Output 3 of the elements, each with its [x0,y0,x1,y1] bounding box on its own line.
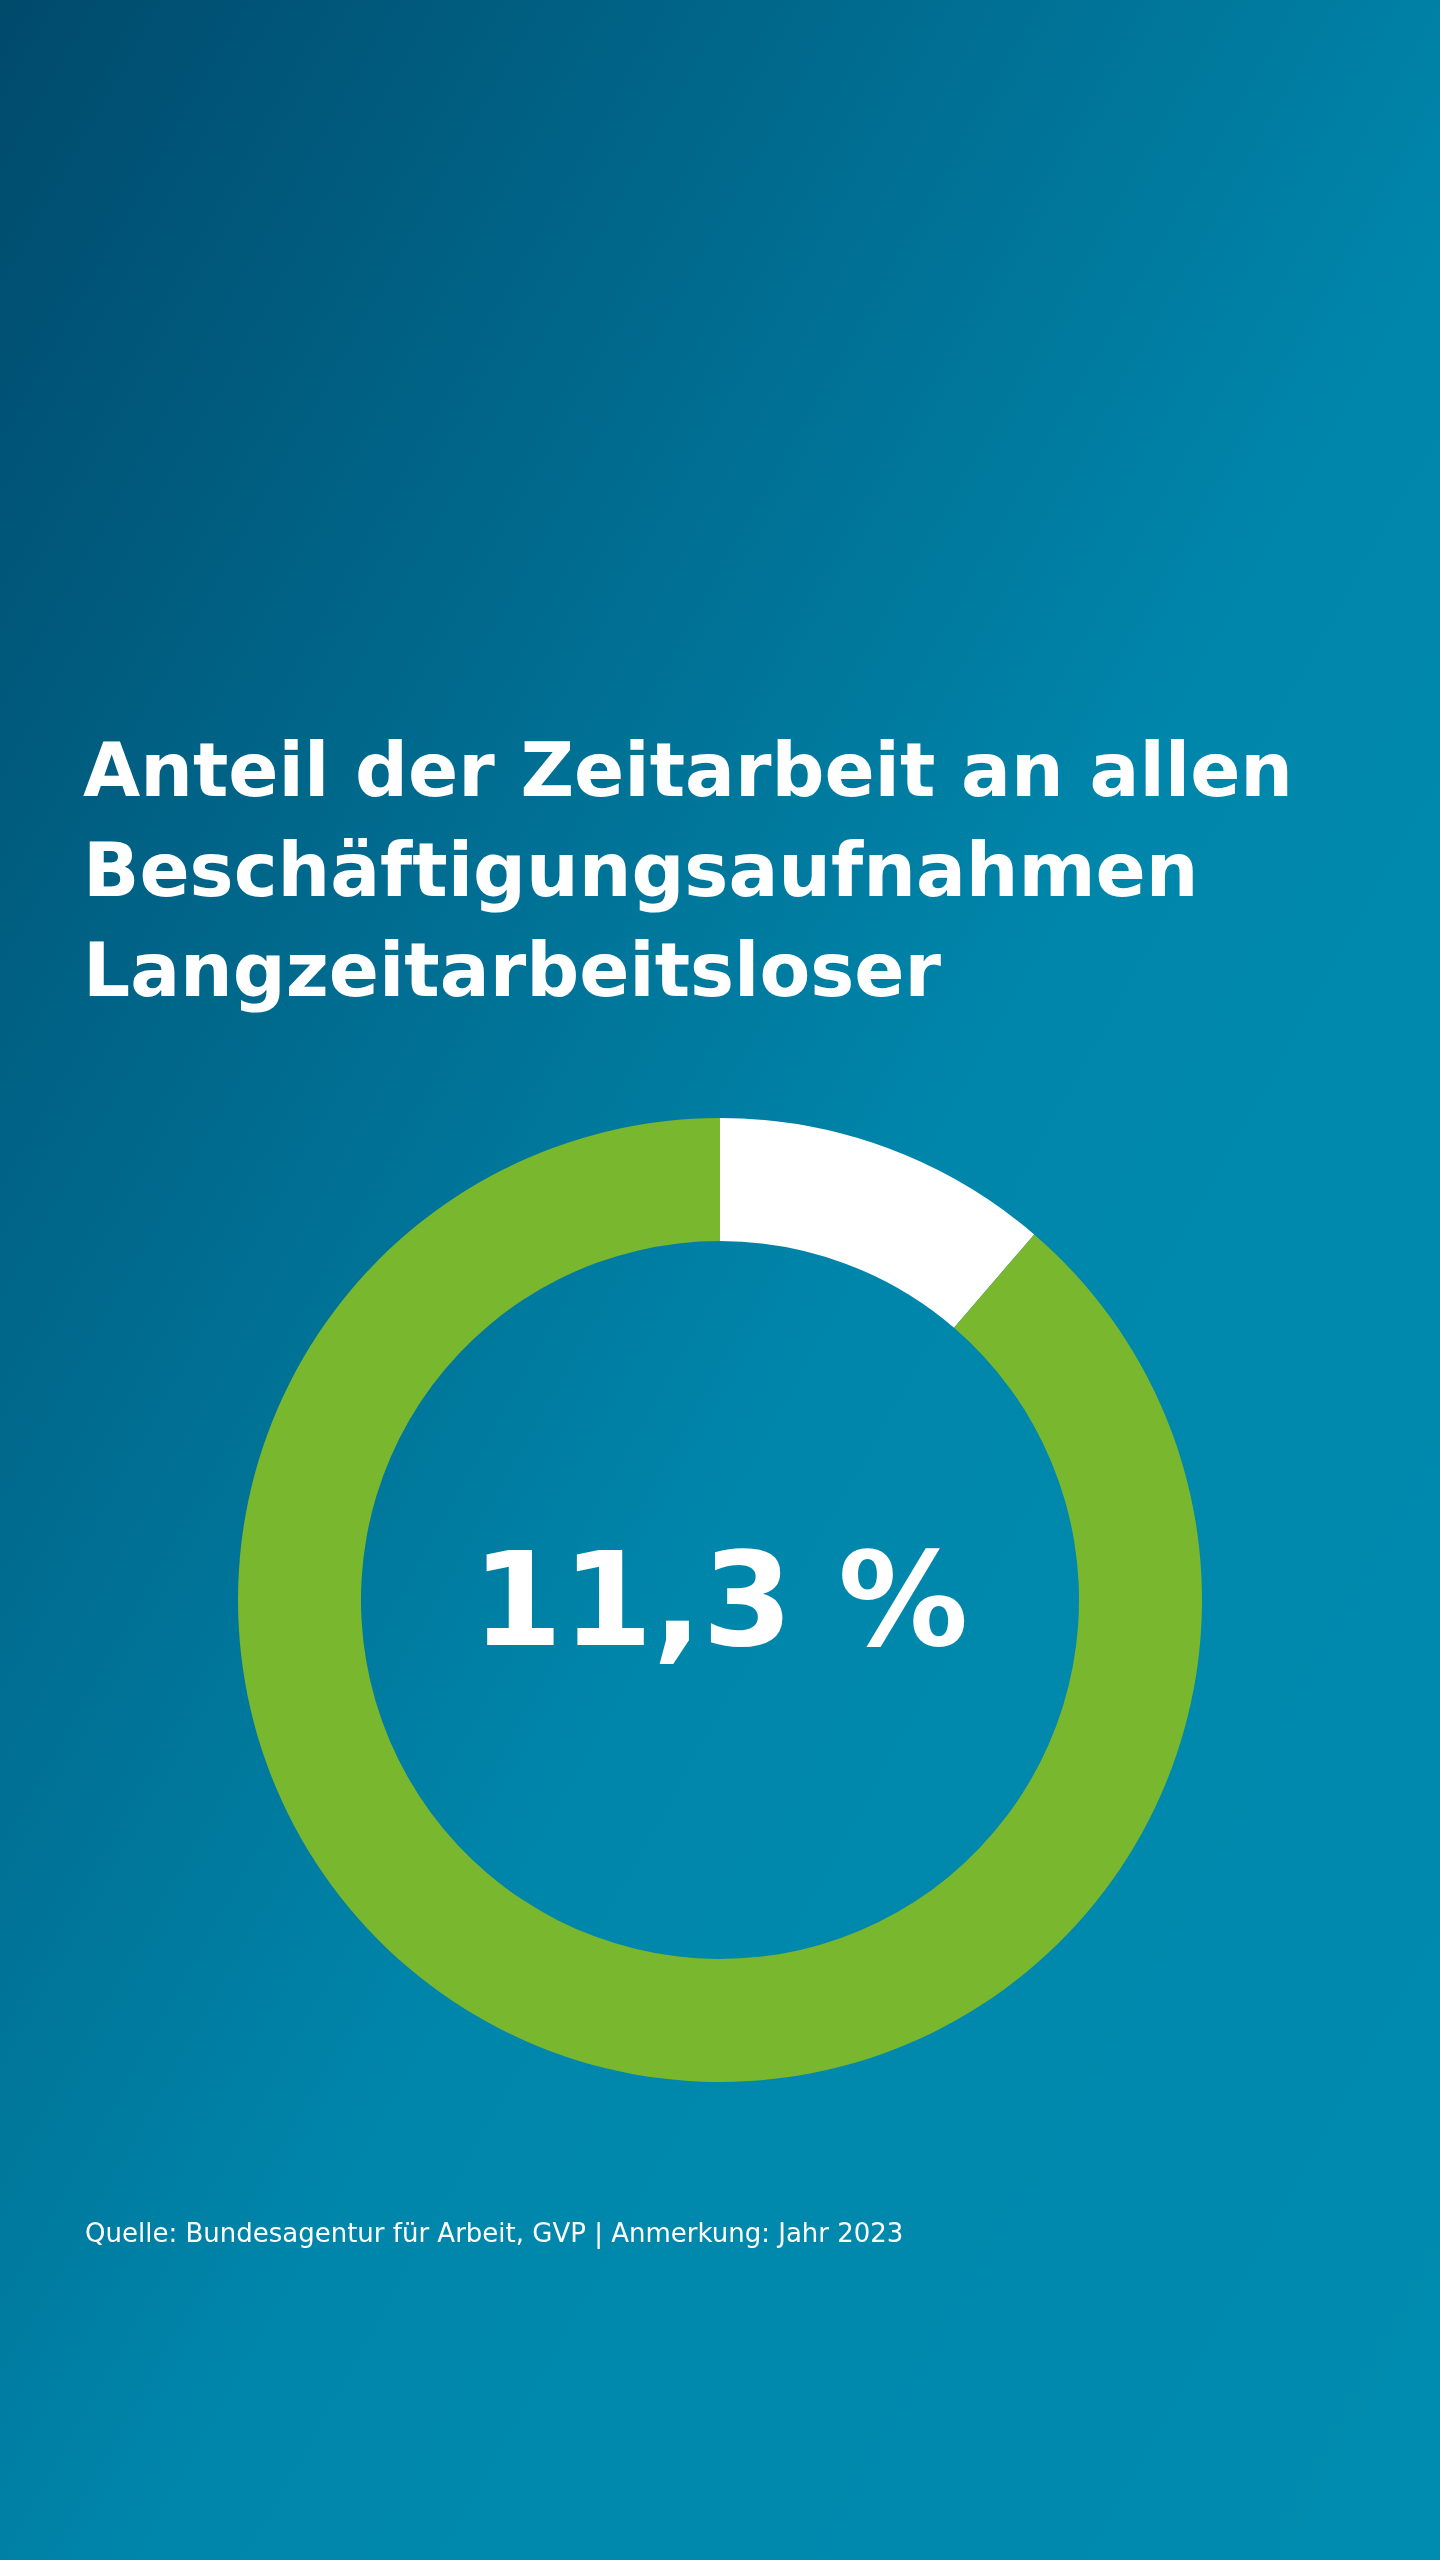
source-note: Quelle: Bundesagentur für Arbeit, GVP | Anmerkung: Jahr 2023 [85,2218,904,2249]
text: 11,3 % [471,1524,969,1676]
chart-title: Anteil der Zeitarbeit an allen Beschäftigungsaufnahmen Langzeitarbeitsloser [83,727,1319,1013]
